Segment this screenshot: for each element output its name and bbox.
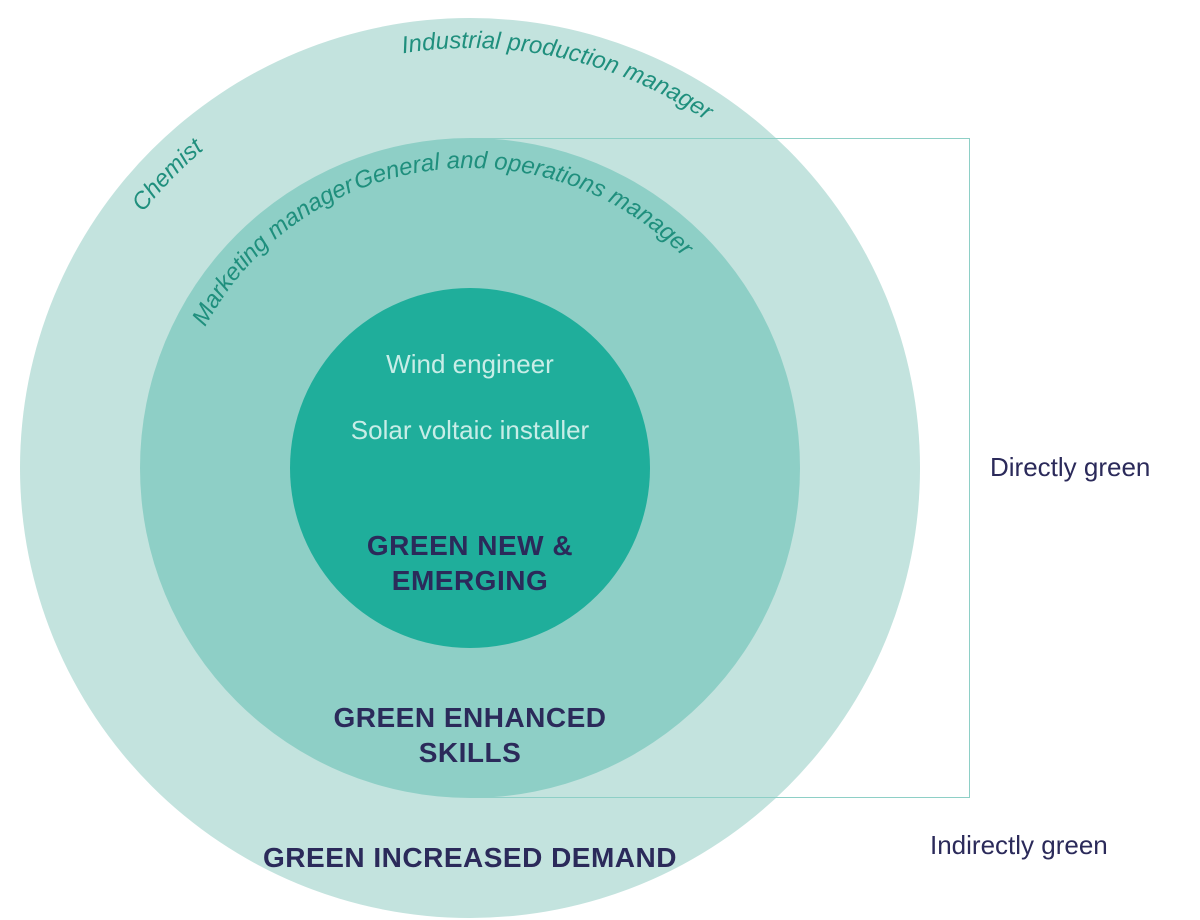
ring-title-inner: GREEN NEW & EMERGING: [340, 528, 600, 598]
diagram-stage: Chemist Industrial production manager Ma…: [0, 0, 1200, 920]
inner-example-solar-voltaic-installer: Solar voltaic installer: [320, 414, 620, 447]
ring-title-outer: GREEN INCREASED DEMAND: [260, 840, 680, 875]
label-directly-green: Directly green: [990, 452, 1150, 483]
inner-example-wind-engineer: Wind engineer: [320, 348, 620, 381]
ring-title-middle: GREEN ENHANCED SKILLS: [280, 700, 660, 770]
label-indirectly-green: Indirectly green: [930, 830, 1108, 861]
